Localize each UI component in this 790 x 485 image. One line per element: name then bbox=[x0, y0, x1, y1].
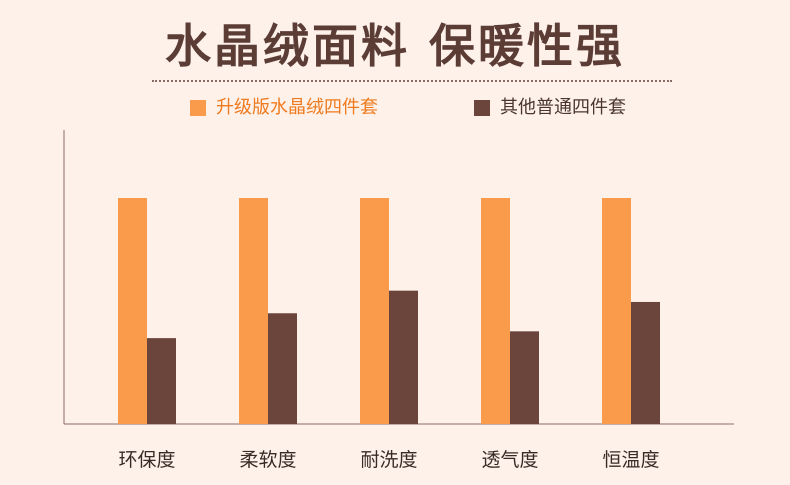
legend-swatch-ordinary bbox=[474, 100, 490, 116]
legend-item-ordinary: 其他普通四件套 bbox=[474, 96, 626, 120]
legend-label-upgraded: 升级版水晶绒四件套 bbox=[216, 97, 378, 118]
chart-title: 水晶绒面料 保暖性强 bbox=[164, 19, 625, 73]
title-divider bbox=[152, 80, 672, 82]
x-tick-label: 环保度 bbox=[118, 449, 175, 471]
x-tick-label: 恒温度 bbox=[602, 449, 659, 471]
bar-upgraded-1 bbox=[239, 198, 268, 424]
bar-upgraded-0 bbox=[118, 198, 147, 424]
legend-item-upgraded: 升级版水晶绒四件套 bbox=[190, 96, 378, 120]
x-tick-label: 柔软度 bbox=[239, 449, 296, 471]
bar-ordinary-1 bbox=[268, 313, 297, 424]
bar-ordinary-0 bbox=[147, 338, 176, 424]
bar-ordinary-3 bbox=[510, 331, 539, 424]
x-tick-label: 耐洗度 bbox=[360, 449, 417, 471]
bar-ordinary-4 bbox=[631, 301, 660, 424]
x-tick-label: 透气度 bbox=[481, 449, 538, 471]
bar-upgraded-4 bbox=[602, 198, 631, 424]
bar-upgraded-3 bbox=[481, 198, 510, 424]
legend-swatch-upgraded bbox=[190, 100, 206, 116]
bar-ordinary-2 bbox=[389, 290, 418, 424]
legend-label-ordinary: 其他普通四件套 bbox=[500, 97, 626, 118]
bar-upgraded-2 bbox=[360, 198, 389, 424]
